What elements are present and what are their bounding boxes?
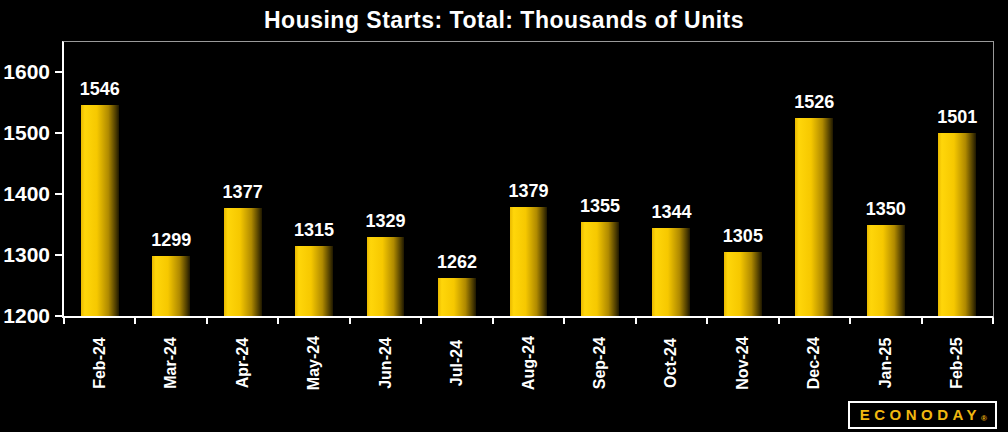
x-tick-mark <box>420 318 422 324</box>
x-tick-mark <box>635 318 637 324</box>
bar <box>795 118 833 316</box>
bar <box>367 237 405 316</box>
bar <box>81 105 119 316</box>
x-tick-mark <box>134 318 136 324</box>
bar-value-label: 1329 <box>346 211 426 232</box>
x-tick-label: Feb-25 <box>948 323 966 403</box>
bar-value-label: 1305 <box>703 226 783 247</box>
y-tick-label: 1300 <box>0 244 50 266</box>
bar-value-label: 1377 <box>203 182 283 203</box>
x-tick-label: Jun-24 <box>377 323 395 403</box>
bar-value-label: 1350 <box>846 199 926 220</box>
y-tick-mark <box>55 71 62 73</box>
plot-area: 120013001400150016001546Feb-241299Mar-24… <box>62 41 994 318</box>
x-tick-label: Apr-24 <box>234 323 252 403</box>
bar-value-label: 1355 <box>560 196 640 217</box>
y-tick-label: 1200 <box>0 305 50 327</box>
bar <box>867 225 905 316</box>
econoday-logo: ECONODAY ® <box>848 401 997 429</box>
bar-value-label: 1526 <box>774 92 854 113</box>
y-tick-label: 1500 <box>0 122 50 144</box>
x-tick-label: May-24 <box>305 323 323 403</box>
x-tick-mark <box>849 318 851 324</box>
registered-trademark-icon: ® <box>981 414 987 423</box>
bar-value-label: 1315 <box>274 220 354 241</box>
y-tick-mark <box>55 193 62 195</box>
x-tick-label: Jan-25 <box>877 323 895 403</box>
x-tick-mark <box>921 318 923 324</box>
x-tick-mark <box>778 318 780 324</box>
bar <box>938 133 976 316</box>
x-tick-mark <box>706 318 708 324</box>
x-tick-mark <box>992 318 994 324</box>
x-tick-label: Feb-24 <box>91 323 109 403</box>
bar <box>652 228 690 316</box>
housing-starts-chart: Housing Starts: Total: Thousands of Unit… <box>0 0 1008 432</box>
bar-value-label: 1379 <box>489 181 569 202</box>
y-tick-label: 1400 <box>0 183 50 205</box>
x-tick-mark <box>277 318 279 324</box>
x-tick-label: Dec-24 <box>805 323 823 403</box>
x-tick-mark <box>206 318 208 324</box>
bar-value-label: 1501 <box>917 107 997 128</box>
chart-title: Housing Starts: Total: Thousands of Unit… <box>0 7 1008 34</box>
x-tick-label: Sep-24 <box>591 323 609 403</box>
bar-value-label: 1262 <box>417 252 497 273</box>
x-tick-mark <box>563 318 565 324</box>
y-tick-mark <box>55 254 62 256</box>
bar-value-label: 1344 <box>631 202 711 223</box>
bar <box>224 208 262 316</box>
bar <box>438 278 476 316</box>
bar <box>295 246 333 316</box>
x-tick-mark <box>349 318 351 324</box>
bar-value-label: 1299 <box>131 230 211 251</box>
y-tick-mark <box>55 132 62 134</box>
x-tick-label: Oct-24 <box>662 323 680 403</box>
bar <box>510 207 548 316</box>
econoday-logo-text: ECONODAY <box>860 406 981 423</box>
y-tick-label: 1600 <box>0 61 50 83</box>
x-tick-label: Mar-24 <box>162 323 180 403</box>
x-tick-label: Jul-24 <box>448 323 466 403</box>
x-tick-label: Nov-24 <box>734 323 752 403</box>
bar <box>581 222 619 316</box>
bar <box>724 252 762 316</box>
x-tick-mark <box>492 318 494 324</box>
bar <box>152 256 190 316</box>
x-tick-mark <box>63 318 65 324</box>
y-tick-mark <box>55 315 62 317</box>
bar-value-label: 1546 <box>60 79 140 100</box>
x-tick-label: Aug-24 <box>520 323 538 403</box>
